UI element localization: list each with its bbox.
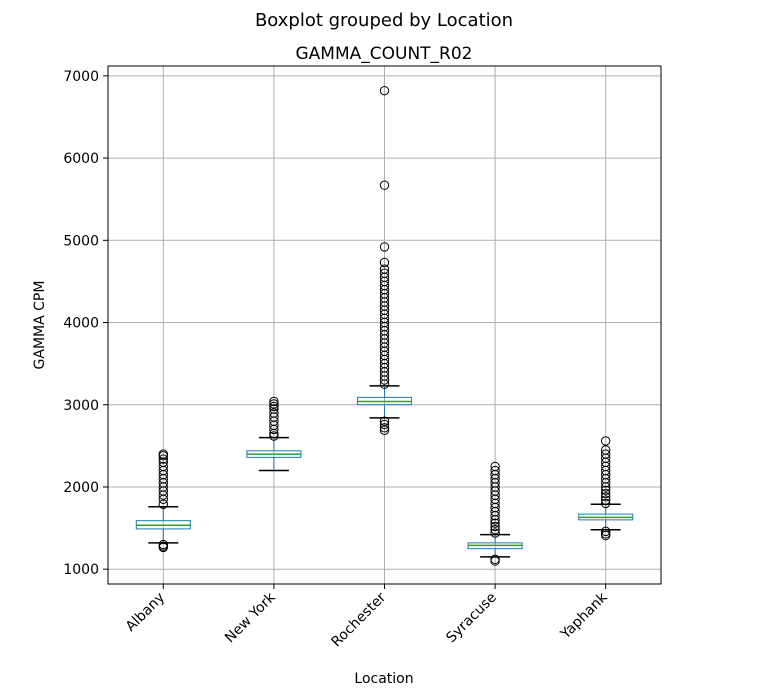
outlier-point bbox=[158, 454, 169, 464]
x-axis-ticks: Albany New York Rochester Syracuse Yaphank bbox=[123, 584, 611, 650]
x-tick-label: Syracuse bbox=[443, 590, 500, 647]
outlier-point bbox=[269, 431, 279, 441]
y-tick-label: 6000 bbox=[63, 151, 99, 167]
outlier-point bbox=[601, 492, 611, 502]
outlier-point bbox=[379, 85, 390, 96]
y-tick-label: 1000 bbox=[63, 562, 99, 578]
x-tick-label: Yaphank bbox=[557, 589, 611, 643]
outlier-point bbox=[601, 498, 611, 509]
box-syracuse bbox=[467, 461, 523, 566]
chart-suptitle: Boxplot grouped by Location bbox=[255, 10, 513, 31]
outlier-point bbox=[490, 528, 500, 538]
outlier-point bbox=[379, 242, 390, 252]
outlier-point bbox=[490, 556, 500, 566]
outlier-point bbox=[269, 401, 279, 412]
outlier-point bbox=[601, 436, 611, 446]
outlier-point bbox=[490, 465, 500, 476]
outlier-point bbox=[601, 485, 611, 495]
x-tick-label: New York bbox=[222, 589, 279, 646]
box-rochester bbox=[357, 85, 412, 435]
outlier-point bbox=[490, 518, 500, 528]
outlier-point bbox=[158, 449, 169, 459]
outlier-point bbox=[379, 425, 390, 435]
outlier-point bbox=[379, 423, 390, 433]
box-yaphank bbox=[578, 436, 634, 541]
x-tick-label: Rochester bbox=[329, 589, 390, 650]
y-tick-label: 4000 bbox=[63, 316, 99, 332]
outlier-point bbox=[158, 461, 169, 472]
outlier-point bbox=[601, 445, 611, 455]
outlier-point bbox=[601, 495, 611, 505]
x-tick-label: Albany bbox=[123, 590, 168, 635]
outlier-point bbox=[379, 416, 390, 426]
outlier-point bbox=[601, 530, 611, 541]
chart-title: GAMMA_COUNT_R02 bbox=[295, 44, 472, 64]
outlier-point bbox=[379, 257, 390, 268]
grid bbox=[108, 66, 661, 584]
outlier-point bbox=[269, 404, 279, 414]
y-tick-label: 5000 bbox=[63, 233, 99, 249]
x-axis-label: Location bbox=[354, 671, 413, 687]
outlier-point bbox=[379, 419, 390, 430]
y-tick-label: 2000 bbox=[63, 480, 99, 496]
y-tick-label: 7000 bbox=[63, 69, 99, 85]
outlier-point bbox=[601, 449, 611, 459]
outlier-point bbox=[379, 268, 390, 278]
boxes bbox=[135, 85, 634, 566]
outlier-point bbox=[269, 408, 279, 418]
outlier-point bbox=[269, 399, 279, 409]
box-new-york bbox=[246, 396, 302, 472]
outlier-point bbox=[601, 526, 611, 537]
outlier-point bbox=[379, 180, 390, 190]
outlier-point bbox=[379, 264, 390, 274]
y-tick-label: 3000 bbox=[63, 398, 99, 414]
outlier-point bbox=[490, 525, 500, 535]
y-axis-label: GAMMA CPM bbox=[32, 281, 48, 370]
outlier-point bbox=[158, 542, 169, 553]
outlier-point bbox=[490, 461, 500, 472]
outlier-point bbox=[601, 488, 611, 499]
outlier-point bbox=[269, 396, 279, 407]
y-axis-ticks: 1000 2000 3000 4000 5000 6000 7000 bbox=[63, 69, 108, 578]
outlier-point bbox=[158, 499, 169, 509]
box-albany bbox=[135, 449, 191, 553]
outlier-point bbox=[490, 521, 500, 532]
